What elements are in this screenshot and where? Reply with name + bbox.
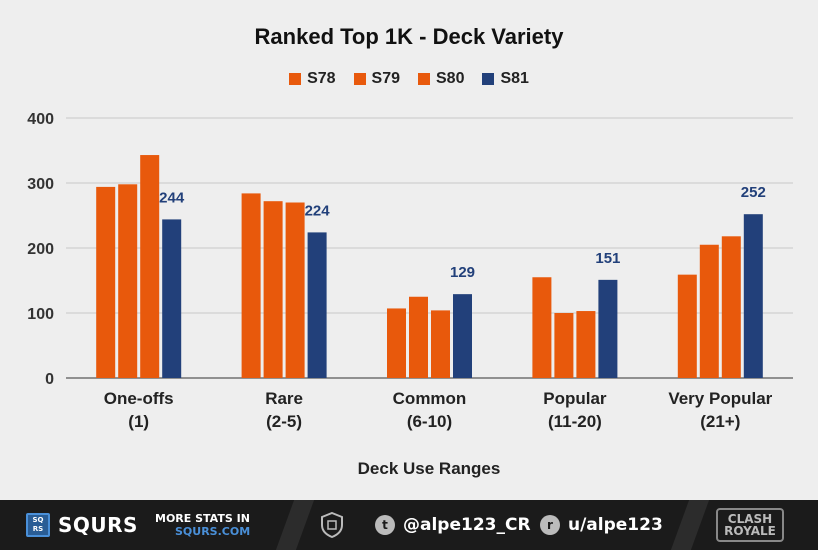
bar bbox=[699, 244, 719, 378]
bar bbox=[721, 236, 741, 378]
bar bbox=[96, 186, 116, 378]
legend-label: S81 bbox=[500, 70, 529, 87]
more-stats-link[interactable]: MORE STATS IN SQURS.COM bbox=[155, 500, 250, 550]
squrs-url: SQURS.COM bbox=[175, 525, 251, 538]
bar bbox=[263, 201, 283, 378]
legend-item: S79 bbox=[353, 70, 400, 88]
squrs-brand[interactable]: SQ RS SQURS bbox=[26, 500, 138, 550]
x-tick-label: (11-20) bbox=[548, 412, 602, 431]
data-label: 151 bbox=[595, 250, 620, 267]
x-tick-label: (2-5) bbox=[266, 412, 302, 431]
chart-plot: 0 100 200 300 400 244 One-offs (1) 224 Rare (2-5) 1… bbox=[27, 111, 793, 478]
footer-divider bbox=[275, 500, 315, 550]
footer-bar: SQ RS SQURS MORE STATS IN SQURS.COM t @a… bbox=[0, 500, 818, 550]
reddit-handle-text: u/alpe123 bbox=[568, 515, 663, 535]
y-tick-label: 300 bbox=[27, 176, 54, 193]
footer-divider bbox=[670, 500, 710, 550]
y-tick-label: 0 bbox=[45, 371, 54, 388]
bar bbox=[554, 313, 574, 378]
bar bbox=[241, 193, 261, 378]
y-tick-label: 100 bbox=[27, 306, 54, 323]
twitter-handle-text: @alpe123_CR bbox=[403, 515, 531, 535]
squrs-brand-name: SQURS bbox=[58, 513, 138, 537]
chart-container: Ranked Top 1K - Deck Variety S78 S79 S80 S8… bbox=[0, 24, 818, 478]
legend-label: S80 bbox=[436, 70, 465, 87]
legend-swatch bbox=[353, 73, 366, 85]
x-tick-label: (1) bbox=[128, 412, 149, 431]
bar bbox=[285, 202, 305, 378]
reddit-icon: r bbox=[540, 515, 560, 535]
x-tick-label: Rare bbox=[265, 389, 303, 408]
more-stats-text: MORE STATS IN bbox=[155, 512, 250, 525]
bar bbox=[307, 232, 327, 378]
x-tick-label: Popular bbox=[543, 389, 607, 408]
y-tick-label: 400 bbox=[27, 111, 54, 128]
x-axis-title: Deck Use Ranges bbox=[358, 459, 501, 478]
data-label: 252 bbox=[741, 184, 766, 201]
bar bbox=[118, 184, 138, 378]
bar bbox=[453, 294, 472, 378]
x-tick-label: (21+) bbox=[700, 412, 740, 431]
legend-label: S79 bbox=[371, 70, 400, 87]
legend-item: S81 bbox=[482, 70, 529, 88]
bar bbox=[431, 310, 450, 378]
shield-icon bbox=[320, 500, 344, 550]
x-tick-label: Common bbox=[393, 389, 467, 408]
bar bbox=[576, 311, 596, 378]
x-tick-label: Very Popular bbox=[668, 389, 772, 408]
squrs-logo-icon: SQ RS bbox=[26, 513, 50, 537]
bar bbox=[409, 296, 428, 378]
bar bbox=[162, 219, 182, 378]
legend-label: S78 bbox=[307, 70, 336, 87]
chart-title: Ranked Top 1K - Deck Variety bbox=[254, 24, 564, 49]
data-label: 244 bbox=[159, 189, 185, 206]
legend-item: S80 bbox=[418, 70, 464, 88]
x-tick-label: One-offs bbox=[104, 389, 174, 408]
data-label: 224 bbox=[305, 202, 331, 219]
legend-swatch bbox=[482, 73, 495, 85]
x-tick-label: (6-10) bbox=[407, 412, 452, 431]
bar bbox=[387, 308, 406, 378]
data-label: 129 bbox=[450, 264, 475, 281]
bar bbox=[532, 277, 552, 378]
legend-swatch bbox=[418, 73, 430, 85]
legend-swatch bbox=[289, 73, 302, 85]
bar bbox=[743, 214, 763, 378]
y-tick-label: 200 bbox=[27, 241, 54, 258]
twitter-icon: t bbox=[375, 515, 395, 535]
bar bbox=[140, 155, 160, 378]
bar bbox=[677, 274, 697, 378]
clash-royale-logo-icon: CLASH ROYALE bbox=[716, 500, 784, 550]
twitter-handle[interactable]: t @alpe123_CR bbox=[375, 500, 531, 550]
bar bbox=[598, 279, 618, 378]
chart-legend: S78 S79 S80 S81 bbox=[0, 70, 818, 88]
reddit-handle[interactable]: r u/alpe123 bbox=[540, 500, 663, 550]
legend-item: S78 bbox=[289, 70, 336, 88]
